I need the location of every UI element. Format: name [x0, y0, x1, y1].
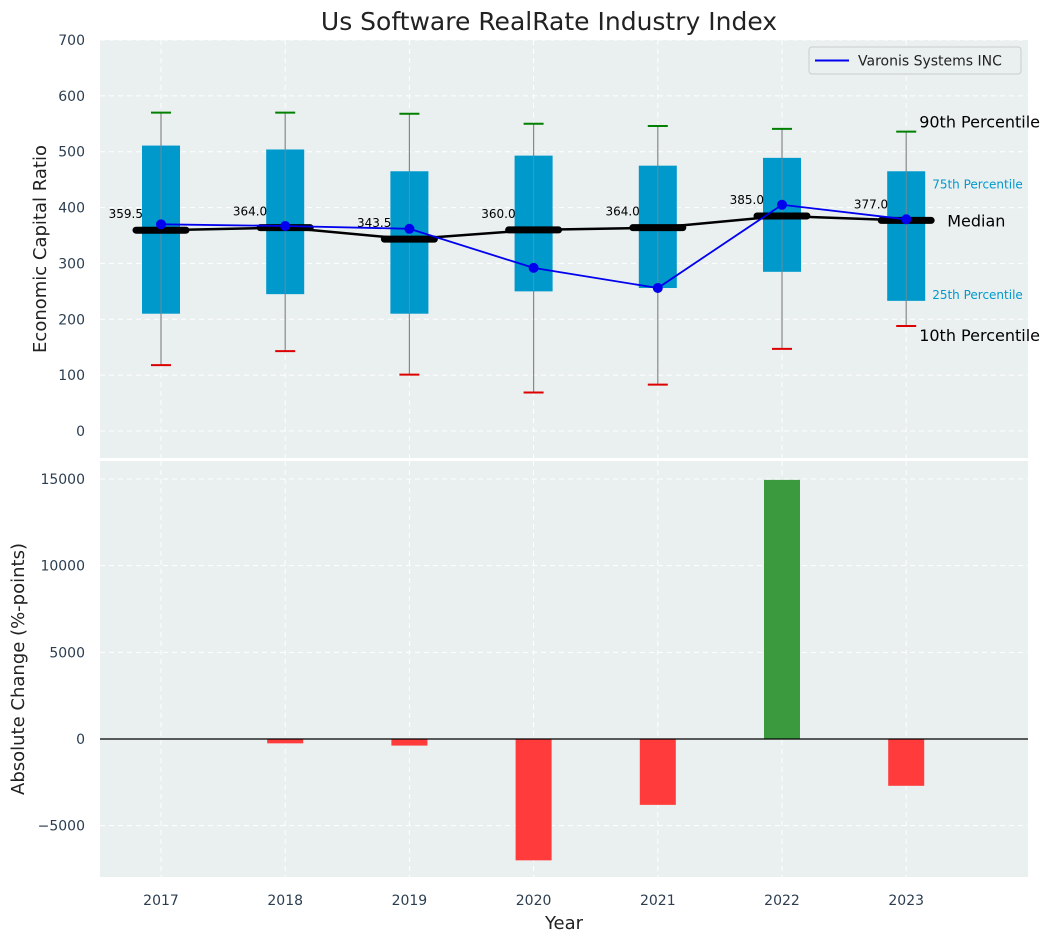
bottom-y-axis-label: Absolute Change (%-points) — [8, 543, 29, 795]
bottom-y-tick-label: −5000 — [38, 819, 85, 835]
top-y-tick-label: 700 — [58, 33, 85, 49]
x-tick-label-2021: 2021 — [640, 893, 676, 909]
median-value-label: 385.0 — [730, 193, 764, 207]
top-y-tick-label: 100 — [58, 368, 85, 384]
x-tick-label-2018: 2018 — [267, 893, 303, 909]
top-y-tick-label: 400 — [58, 201, 85, 217]
x-tick-label-2022: 2022 — [764, 893, 800, 909]
bottom-y-tick-label: 10000 — [40, 559, 85, 575]
bottom-y-tick-label: 15000 — [40, 472, 85, 488]
annotation-p75: 75th Percentile — [932, 177, 1023, 191]
change-bar-2021 — [639, 739, 676, 805]
change-bar-2018 — [267, 739, 304, 744]
top-y-axis-label: Economic Capital Ratio — [30, 145, 51, 353]
top-y-tick-label: 500 — [58, 145, 85, 161]
bottom-y-ticks: −5000 0 5000 10000 15000 — [38, 472, 85, 835]
company-series — [156, 199, 912, 294]
bottom-y-tick-label: 5000 — [49, 645, 85, 661]
median-value-label: 359.5 — [109, 207, 143, 221]
change-bar-2022 — [764, 479, 800, 739]
x-tick-label-2019: 2019 — [392, 893, 428, 909]
annotation-p10: 10th Percentile — [919, 326, 1040, 345]
top-y-tick-label: 200 — [58, 312, 85, 328]
company-point-2022 — [777, 199, 787, 210]
median-value-label: 377.0 — [854, 197, 888, 211]
change-bars — [100, 479, 1028, 861]
median-value-label: 364.0 — [605, 205, 639, 219]
annotation-median: Median — [947, 211, 1005, 230]
annotation-p25: 25th Percentile — [932, 288, 1023, 302]
legend-label-company: Varonis Systems INC — [858, 54, 1002, 70]
median-value-label: 343.5 — [357, 216, 391, 230]
top-y-ticks: 0 100 200 300 400 500 600 700 — [58, 33, 85, 440]
bottom-plot-background — [100, 461, 1028, 877]
x-ticks: 2017 2018 2019 2020 2021 2022 2023 — [143, 893, 924, 909]
company-point-2020 — [528, 262, 539, 273]
annotation-p90: 90th Percentile — [919, 113, 1040, 132]
x-tick-label-2020: 2020 — [516, 893, 552, 909]
company-point-2019 — [404, 223, 415, 234]
percentile-annotations: 90th Percentile 75th Percentile Median 25th… — [919, 113, 1040, 345]
x-axis-label: Year — [544, 913, 584, 934]
legend: Varonis Systems INC — [808, 46, 1022, 75]
median-value-label: 360.0 — [481, 207, 515, 221]
change-bar-2020 — [515, 739, 552, 861]
top-y-tick-label: 300 — [58, 256, 85, 272]
company-point-2023 — [901, 214, 912, 225]
company-point-2018 — [280, 221, 291, 232]
top-plot-background — [100, 40, 1028, 458]
median-value-label: 364.0 — [233, 205, 267, 219]
company-point-2021 — [652, 283, 663, 294]
change-bar-2023 — [888, 739, 925, 786]
legend-box — [808, 46, 1022, 75]
top-y-tick-label: 0 — [76, 424, 85, 440]
bottom-y-tick-label: 0 — [76, 732, 85, 748]
company-point-2017 — [156, 219, 166, 230]
x-tick-label-2017: 2017 — [143, 893, 179, 909]
top-y-tick-label: 600 — [58, 89, 85, 105]
change-bar-2019 — [391, 739, 428, 746]
chart-title: Us Software RealRate Industry Index — [321, 7, 777, 36]
x-tick-label-2023: 2023 — [888, 893, 924, 909]
